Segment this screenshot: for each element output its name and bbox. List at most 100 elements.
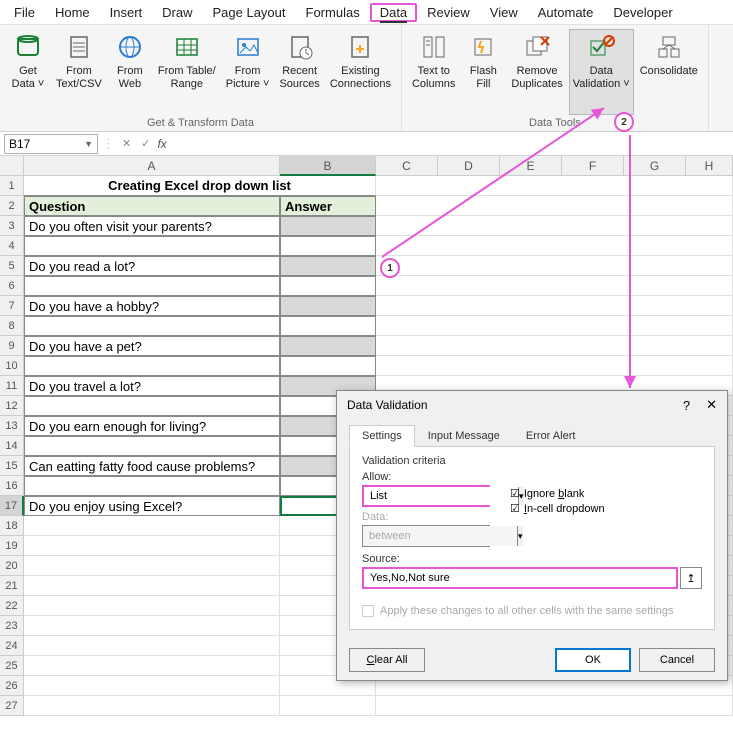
cell[interactable] bbox=[24, 676, 280, 696]
tab-settings[interactable]: Settings bbox=[349, 425, 415, 447]
from-web-button[interactable]: FromWeb bbox=[108, 29, 152, 115]
row-header-16[interactable]: 16 bbox=[0, 476, 24, 496]
row-header-27[interactable]: 27 bbox=[0, 696, 24, 716]
cancel-formula-icon[interactable]: ✕ bbox=[119, 137, 134, 150]
row-header-26[interactable]: 26 bbox=[0, 676, 24, 696]
row-header-12[interactable]: 12 bbox=[0, 396, 24, 416]
cell[interactable] bbox=[24, 436, 280, 456]
cell[interactable] bbox=[376, 236, 733, 256]
row-header-8[interactable]: 8 bbox=[0, 316, 24, 336]
cancel-button[interactable]: Cancel bbox=[639, 648, 715, 672]
dialog-close-icon[interactable]: ✕ bbox=[706, 397, 717, 413]
row-header-14[interactable]: 14 bbox=[0, 436, 24, 456]
menu-home[interactable]: Home bbox=[45, 3, 100, 22]
answer-cell[interactable] bbox=[280, 256, 376, 276]
menu-draw[interactable]: Draw bbox=[152, 3, 202, 22]
incell-dropdown-row[interactable]: ☑ In-cell dropdown bbox=[510, 502, 605, 515]
cell[interactable] bbox=[24, 656, 280, 676]
col-header-a[interactable]: A bbox=[24, 156, 280, 176]
source-range-picker-icon[interactable]: ↥ bbox=[680, 567, 702, 589]
cell[interactable] bbox=[24, 636, 280, 656]
recent-sources-button[interactable]: RecentSources bbox=[275, 29, 323, 115]
question-cell[interactable]: Do you earn enough for living? bbox=[24, 416, 280, 436]
cell[interactable] bbox=[376, 276, 733, 296]
cell[interactable] bbox=[24, 396, 280, 416]
allow-dropdown[interactable]: ▾ bbox=[362, 485, 490, 507]
col-header-c[interactable]: C bbox=[376, 156, 438, 176]
question-cell[interactable]: Do you enjoy using Excel? bbox=[24, 496, 280, 516]
cell[interactable] bbox=[24, 616, 280, 636]
row-header-2[interactable]: 2 bbox=[0, 196, 24, 216]
answer-cell[interactable] bbox=[280, 336, 376, 356]
allow-value[interactable] bbox=[364, 487, 518, 505]
cell[interactable] bbox=[376, 256, 733, 276]
from-table-button[interactable]: From Table/Range bbox=[154, 29, 220, 115]
menu-automate[interactable]: Automate bbox=[528, 3, 604, 22]
question-header[interactable]: Question bbox=[24, 196, 280, 216]
from-picture-button[interactable]: FromPicture ˅ bbox=[222, 29, 274, 115]
cell[interactable] bbox=[376, 356, 733, 376]
source-input[interactable] bbox=[362, 567, 678, 589]
cell[interactable] bbox=[24, 556, 280, 576]
row-header-3[interactable]: 3 bbox=[0, 216, 24, 236]
menu-formulas[interactable]: Formulas bbox=[296, 3, 370, 22]
row-header-5[interactable]: 5 bbox=[0, 256, 24, 276]
cell[interactable] bbox=[376, 176, 733, 196]
from-csv-button[interactable]: FromText/CSV bbox=[52, 29, 106, 115]
answer-cell[interactable] bbox=[280, 296, 376, 316]
col-header-f[interactable]: F bbox=[562, 156, 624, 176]
cell[interactable] bbox=[24, 516, 280, 536]
cell[interactable] bbox=[24, 236, 280, 256]
existing-connections-button[interactable]: ExistingConnections bbox=[326, 29, 395, 115]
cell[interactable] bbox=[376, 216, 733, 236]
row-header-11[interactable]: 11 bbox=[0, 376, 24, 396]
tab-error-alert[interactable]: Error Alert bbox=[513, 425, 589, 446]
question-cell[interactable]: Do you travel a lot? bbox=[24, 376, 280, 396]
name-box[interactable]: B17 ▼ bbox=[4, 134, 98, 154]
cell[interactable] bbox=[280, 276, 376, 296]
data-validation-button[interactable]: DataValidation ˅ bbox=[569, 29, 634, 115]
cell[interactable] bbox=[280, 696, 376, 716]
cell[interactable] bbox=[376, 296, 733, 316]
menu-review[interactable]: Review bbox=[417, 3, 480, 22]
menu-page-layout[interactable]: Page Layout bbox=[203, 3, 296, 22]
title-cell[interactable]: Creating Excel drop down list bbox=[24, 176, 376, 196]
cell[interactable] bbox=[280, 236, 376, 256]
cell[interactable] bbox=[376, 316, 733, 336]
row-header-18[interactable]: 18 bbox=[0, 516, 24, 536]
menu-view[interactable]: View bbox=[480, 3, 528, 22]
row-header-6[interactable]: 6 bbox=[0, 276, 24, 296]
cell[interactable] bbox=[24, 596, 280, 616]
fx-icon[interactable]: fx bbox=[157, 137, 166, 151]
cell[interactable] bbox=[24, 276, 280, 296]
cell[interactable] bbox=[24, 316, 280, 336]
cell[interactable] bbox=[376, 336, 733, 356]
flash-fill-button[interactable]: FlashFill bbox=[461, 29, 505, 115]
row-header-10[interactable]: 10 bbox=[0, 356, 24, 376]
dialog-help-icon[interactable]: ? bbox=[683, 398, 690, 413]
col-header-e[interactable]: E bbox=[500, 156, 562, 176]
tab-input-message[interactable]: Input Message bbox=[415, 425, 513, 446]
menu-data[interactable]: Data bbox=[370, 3, 417, 22]
cell[interactable] bbox=[280, 356, 376, 376]
question-cell[interactable]: Do you read a lot? bbox=[24, 256, 280, 276]
cell[interactable] bbox=[24, 536, 280, 556]
get-data-button[interactable]: GetData ˅ bbox=[6, 29, 50, 115]
answer-header[interactable]: Answer bbox=[280, 196, 376, 216]
row-header-23[interactable]: 23 bbox=[0, 616, 24, 636]
question-cell[interactable]: Do you have a hobby? bbox=[24, 296, 280, 316]
cell[interactable] bbox=[376, 196, 733, 216]
ignore-blank-row[interactable]: ☑ Ignore blank bbox=[510, 487, 605, 500]
col-header-h[interactable]: H bbox=[686, 156, 733, 176]
col-header-d[interactable]: D bbox=[438, 156, 500, 176]
accept-formula-icon[interactable]: ✓ bbox=[138, 137, 153, 150]
cell[interactable] bbox=[24, 576, 280, 596]
row-header-25[interactable]: 25 bbox=[0, 656, 24, 676]
row-header-19[interactable]: 19 bbox=[0, 536, 24, 556]
row-header-24[interactable]: 24 bbox=[0, 636, 24, 656]
question-cell[interactable]: Can eatting fatty food cause problems? bbox=[24, 456, 280, 476]
cell[interactable] bbox=[280, 316, 376, 336]
remove-duplicates-button[interactable]: RemoveDuplicates bbox=[507, 29, 566, 115]
menu-insert[interactable]: Insert bbox=[100, 3, 153, 22]
consolidate-button[interactable]: Consolidate bbox=[636, 29, 702, 115]
